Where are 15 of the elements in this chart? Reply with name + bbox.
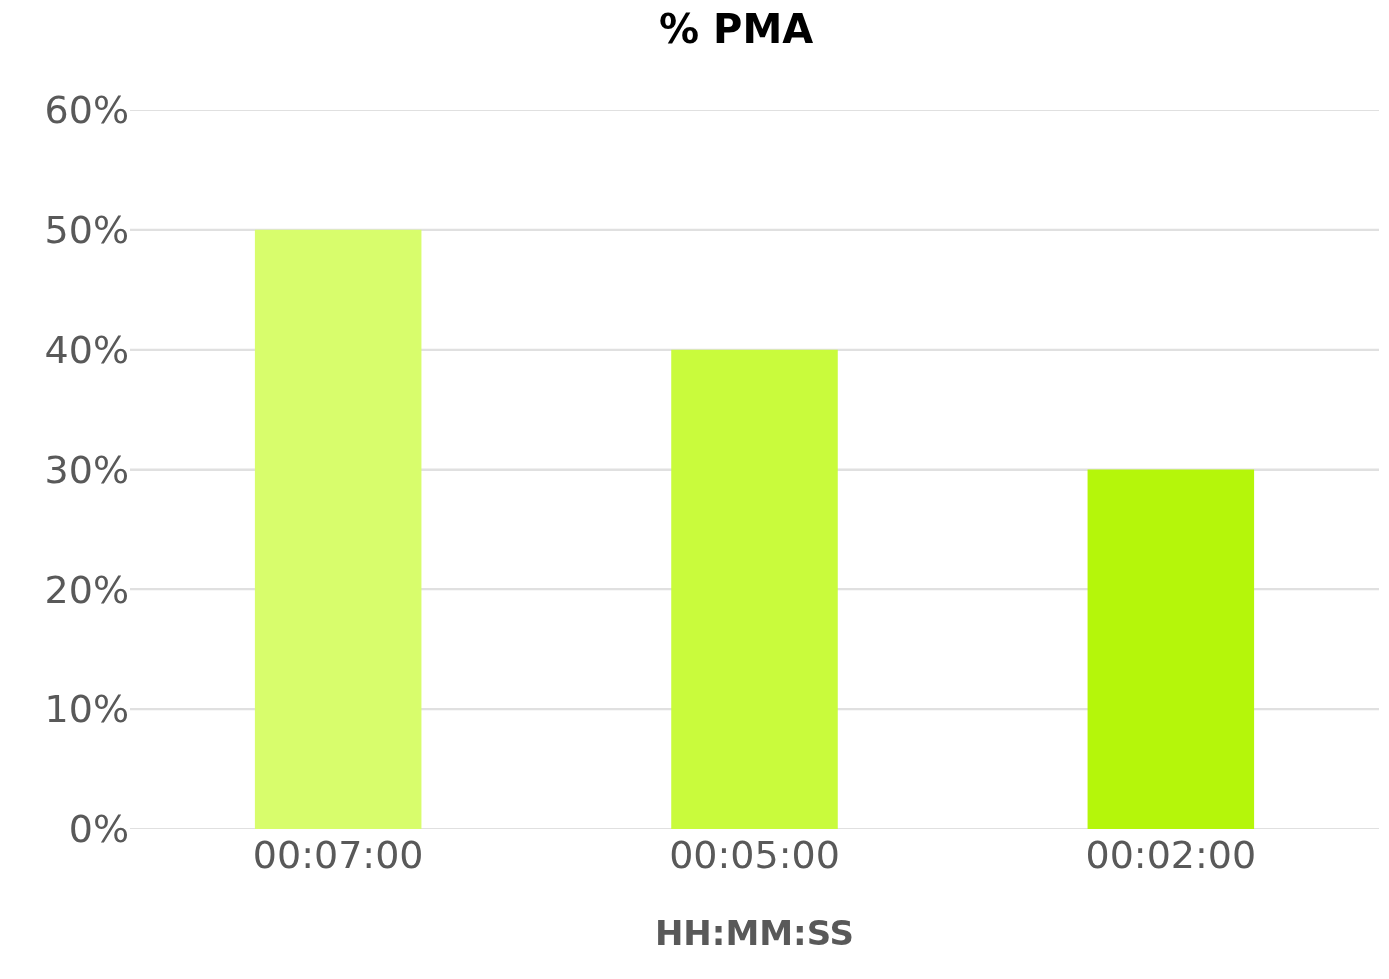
y-tick-label: 60% bbox=[44, 88, 129, 133]
x-tick-label: 00:02:00 bbox=[1085, 833, 1257, 877]
x-axis-title: HH:MM:SS bbox=[654, 913, 855, 954]
bar bbox=[671, 349, 838, 829]
x-tick-label: 00:07:00 bbox=[252, 833, 424, 877]
bar bbox=[254, 229, 422, 829]
y-tick-label: 10% bbox=[44, 687, 129, 732]
y-tick-label: 40% bbox=[44, 327, 129, 372]
bar bbox=[1087, 469, 1255, 829]
y-tick-label: 50% bbox=[44, 208, 129, 253]
y-tick-label: 20% bbox=[44, 567, 129, 612]
y-tick-label: 0% bbox=[68, 807, 129, 852]
chart-title: % PMA bbox=[659, 5, 814, 52]
y-tick-label: 30% bbox=[44, 447, 129, 492]
x-tick-label: 00:05:00 bbox=[669, 833, 840, 877]
